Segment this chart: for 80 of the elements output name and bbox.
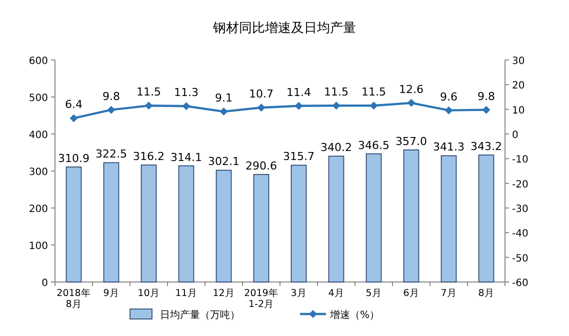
- bar: [216, 170, 232, 282]
- point: [182, 102, 190, 110]
- y-tick-label: 0: [42, 278, 48, 289]
- data-label: 9.8: [478, 90, 495, 103]
- chart-title: 钢材同比增速及日均产量: [212, 21, 356, 36]
- point: [370, 102, 378, 110]
- data-label: 322.5: [96, 148, 127, 161]
- bar: [440, 155, 457, 282]
- point: [444, 106, 453, 114]
- x-tick-label: 3月: [290, 288, 307, 299]
- x-tick-label: 12月: [212, 288, 235, 299]
- data-label: 346.5: [358, 138, 390, 152]
- data-label: 11.4: [286, 86, 311, 99]
- data-label: 9.1: [215, 92, 232, 105]
- x-tick-label: 2018年 8月: [56, 287, 91, 310]
- y2-tick-label: 30: [512, 56, 525, 67]
- data-label: 314.1: [170, 150, 202, 164]
- data-label: 340.2: [320, 141, 352, 154]
- bar: [366, 153, 382, 282]
- y2-tick-label: 0: [512, 130, 518, 141]
- y2-tick-label: -50: [512, 253, 528, 264]
- data-label: 11.5: [324, 86, 348, 99]
- y-tick-label: 300: [28, 167, 48, 178]
- y2-tick-label: -60: [512, 278, 528, 289]
- data-label: 11.5: [136, 86, 161, 99]
- x-tick-label: 2019年 1-2月: [244, 287, 278, 310]
- x-tick-label: 11月: [175, 288, 198, 299]
- y-tick-label: 600: [28, 56, 48, 67]
- data-label: 11.5: [362, 86, 386, 99]
- point: [144, 102, 153, 110]
- y2-tick-label: 10: [512, 105, 525, 116]
- data-label: 12.6: [399, 82, 424, 96]
- data-label: 310.9: [58, 152, 90, 165]
- bar: [253, 174, 270, 282]
- x-tick-label: 9月: [103, 288, 120, 299]
- y-tick-label: 500: [28, 93, 48, 104]
- data-label: 290.6: [246, 159, 277, 172]
- bar: [140, 164, 157, 282]
- bar: [66, 166, 82, 282]
- point: [294, 102, 303, 110]
- data-label: 316.2: [133, 150, 164, 164]
- legend-label: 增速（%）: [329, 309, 380, 321]
- point: [257, 104, 266, 112]
- data-label: 343.2: [470, 140, 502, 154]
- data-label: 9.8: [102, 90, 120, 103]
- data-label: 357.0: [396, 134, 427, 148]
- data-label: 341.3: [433, 140, 464, 154]
- bar: [328, 156, 344, 282]
- x-tick-label: 6月: [403, 288, 420, 299]
- data-label: 10.7: [249, 88, 274, 101]
- point: [107, 106, 116, 114]
- x-tick-label: 8月: [478, 288, 494, 299]
- bar: [478, 154, 494, 282]
- bar: [403, 150, 420, 282]
- point: [332, 102, 340, 110]
- bar: [290, 164, 307, 282]
- point: [220, 108, 228, 116]
- y2-tick-label: 20: [512, 80, 525, 92]
- data-label: 9.6: [440, 90, 458, 104]
- legend-label: 日均产量（万吨）: [160, 309, 240, 321]
- point: [70, 114, 78, 122]
- bar: [103, 162, 120, 282]
- y2-tick-label: -20: [512, 179, 528, 190]
- data-label: 315.7: [283, 150, 314, 164]
- y2-tick-label: -30: [512, 204, 528, 215]
- data-label: 6.4: [65, 98, 82, 112]
- data-label: 11.3: [174, 86, 198, 100]
- data-label: 302.1: [208, 155, 240, 168]
- point: [407, 98, 416, 107]
- y-tick-label: 400: [28, 130, 48, 141]
- x-tick-label: 10月: [138, 288, 160, 299]
- y-tick-label: 100: [28, 241, 48, 252]
- y2-tick-label: -10: [512, 154, 528, 166]
- y2-tick-label: -40: [512, 228, 528, 240]
- y-tick-label: 200: [28, 204, 48, 215]
- point: [482, 106, 490, 114]
- x-tick-label: 4月: [328, 288, 344, 299]
- bar: [178, 165, 194, 282]
- x-tick-label: 5月: [366, 288, 382, 299]
- x-tick-label: 7月: [440, 288, 457, 299]
